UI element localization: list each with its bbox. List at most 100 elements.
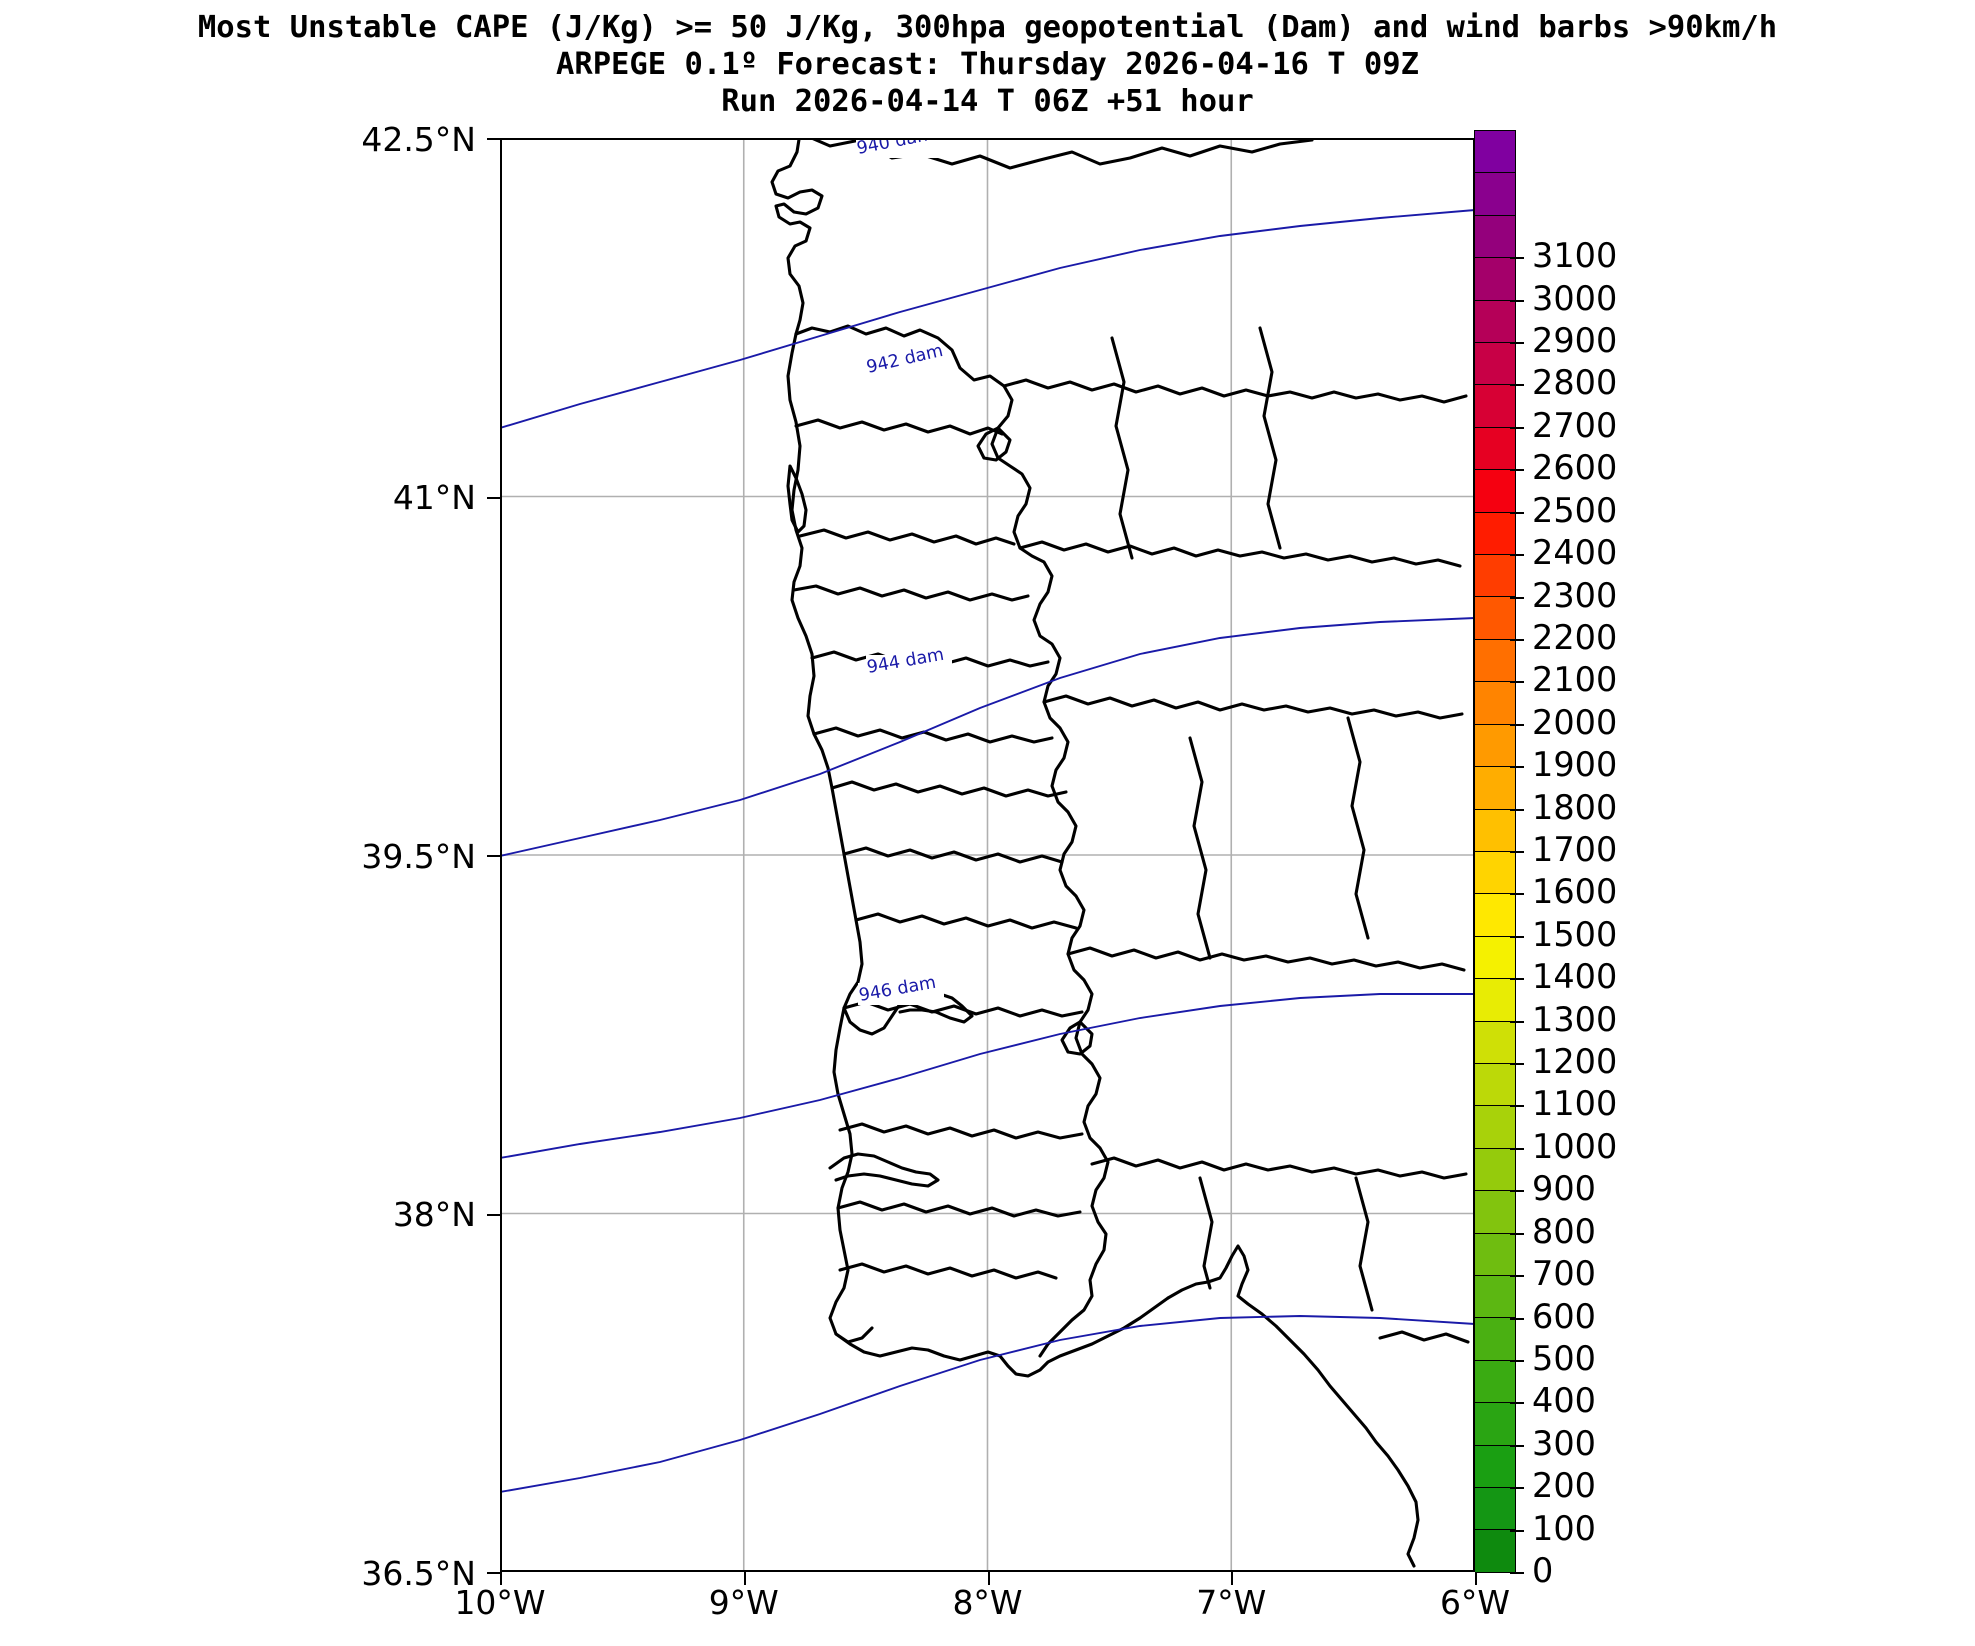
colorbar-band [1475, 724, 1515, 768]
map-svg: 940 dam 942 dam 944 dam 946 dam [500, 138, 1475, 1572]
province-border-sp-se [1378, 1330, 1470, 1344]
colorbar-band [1475, 1191, 1515, 1234]
ytick-label-42p5N: 42.5°N [361, 120, 476, 159]
colorbar-label-1500: 1500 [1532, 914, 1618, 954]
colorbar-label-1700: 1700 [1532, 830, 1618, 869]
geopotential-contours [500, 209, 1475, 1493]
colorbar-label-600: 600 [1532, 1296, 1596, 1336]
colorbar-label-1400: 1400 [1532, 957, 1618, 997]
colorbar-tick-1700 [1510, 851, 1524, 853]
colorbar-label-2700: 2700 [1532, 405, 1618, 445]
aveiro-lagoon [786, 464, 808, 534]
colorbar-label-2200: 2200 [1532, 617, 1618, 657]
colorbar-label-3100: 3100 [1532, 236, 1618, 276]
contour-942 [500, 617, 1475, 857]
colorbar-band [1475, 767, 1515, 810]
ytick-mark-38N [487, 1213, 500, 1216]
map-boundaries [770, 138, 1470, 1568]
colorbar-tick-2700 [1510, 426, 1524, 429]
colorbar-band [1475, 512, 1515, 556]
colorbar-band [1475, 1233, 1515, 1276]
colorbar-tick-100 [1510, 1529, 1524, 1532]
colorbar-band [1475, 385, 1515, 428]
colorbar-band [1475, 427, 1515, 471]
province-border-sp-v2 [1258, 326, 1282, 550]
colorbar-tick-2000 [1510, 723, 1524, 726]
colorbar-label-2000: 2000 [1532, 702, 1618, 742]
colorbar[interactable] [1474, 130, 1516, 1573]
colorbar-label-1000: 1000 [1532, 1126, 1618, 1166]
colorbar-tick-1800 [1510, 808, 1524, 811]
colorbar-tick-800 [1510, 1232, 1524, 1235]
gridlines [500, 138, 1475, 1572]
colorbar-label-1800: 1800 [1532, 787, 1618, 827]
colorbar-band [1475, 1148, 1515, 1192]
ytick-label-39p5N: 39.5°N [361, 837, 476, 876]
ytick-label-41N: 41°N [392, 478, 476, 517]
district-border-n1 [794, 418, 1004, 436]
colorbar-label-400: 400 [1532, 1381, 1596, 1421]
colorbar-band [1475, 343, 1515, 386]
colorbar-label-800: 800 [1532, 1211, 1596, 1251]
colorbar-band [1475, 1403, 1515, 1446]
ytick-mark-39p5N [487, 855, 500, 857]
province-border-sp-v6 [1354, 1176, 1374, 1312]
page-title: Most Unstable CAPE (J/Kg) >= 50 J/Kg, 30… [197, 10, 1778, 45]
colorbar-tick-300 [1510, 1444, 1524, 1447]
colorbar-tick-1400 [1510, 978, 1524, 981]
district-border-algarve [838, 1262, 1058, 1280]
ytick-mark-41N [487, 496, 500, 499]
colorbar-label-2800: 2800 [1532, 363, 1618, 403]
district-border-s2 [838, 1122, 1084, 1140]
xtick-label-10W: 10°W [454, 1583, 546, 1622]
province-border-sp-v5 [1198, 1176, 1214, 1290]
colorbar-band [1475, 1021, 1515, 1064]
district-border-c1 [812, 726, 1054, 744]
xtick-label-8W: 8°W [952, 1583, 1023, 1622]
colorbar-tick-2800 [1510, 384, 1524, 387]
colorbar-strip[interactable] [1474, 130, 1516, 1573]
map-plot-area: 940 dam 942 dam 944 dam 946 dam [500, 138, 1475, 1572]
chart-title-block: Most Unstable CAPE (J/Kg) >= 50 J/Kg, 30… [0, 0, 1975, 119]
colorbar-label-1900: 1900 [1532, 745, 1618, 785]
province-border-sp-v3 [1188, 736, 1212, 960]
contour-label-946-bg [858, 983, 944, 1005]
district-border-n2 [798, 528, 1016, 546]
colorbar-label-700: 700 [1532, 1254, 1596, 1294]
colorbar-label-1100: 1100 [1532, 1084, 1618, 1124]
colorbar-band [1475, 1445, 1515, 1488]
colorbar-tick-2200 [1510, 638, 1524, 641]
setubal-sado-estuary [828, 1152, 940, 1188]
colorbar-tick-2500 [1510, 511, 1524, 514]
colorbar-tick-3100 [1510, 257, 1524, 260]
colorbar-band [1475, 1488, 1515, 1531]
colorbar-band [1475, 936, 1515, 980]
colorbar-label-2600: 2600 [1532, 448, 1618, 488]
contour-940 [500, 209, 1475, 429]
colorbar-tick-900 [1510, 1190, 1524, 1193]
colorbar-tick-2600 [1510, 469, 1524, 472]
colorbar-tick-1200 [1510, 1063, 1524, 1066]
colorbar-tick-1300 [1510, 1020, 1524, 1023]
colorbar-label-2100: 2100 [1532, 660, 1618, 700]
colorbar-tick-700 [1510, 1275, 1524, 1278]
district-border-c4 [854, 912, 1078, 930]
contour-944 [500, 993, 1475, 1159]
district-border-s1 [842, 1000, 1084, 1018]
ytick-label-38N: 38°N [392, 1195, 476, 1234]
xtick-label-6W: 6°W [1439, 1583, 1511, 1622]
colorbar-tick-2300 [1510, 596, 1524, 599]
colorbar-tick-500 [1510, 1359, 1524, 1362]
contour-label-group: 940 dam 942 dam 944 dam 946 dam [855, 138, 952, 1006]
colorbar-band [1475, 300, 1515, 344]
colorbar-band [1475, 1360, 1515, 1404]
province-border-sp-v4 [1346, 716, 1370, 940]
colorbar-band [1475, 979, 1515, 1022]
border-douro-notch [976, 426, 1012, 462]
colorbar-band [1475, 851, 1515, 895]
colorbar-label-300: 300 [1532, 1423, 1596, 1463]
colorbar-tick-2100 [1510, 681, 1524, 684]
colorbar-band [1475, 809, 1515, 852]
colorbar-band [1475, 131, 1515, 174]
ytick-mark-36p5N [487, 1572, 500, 1574]
